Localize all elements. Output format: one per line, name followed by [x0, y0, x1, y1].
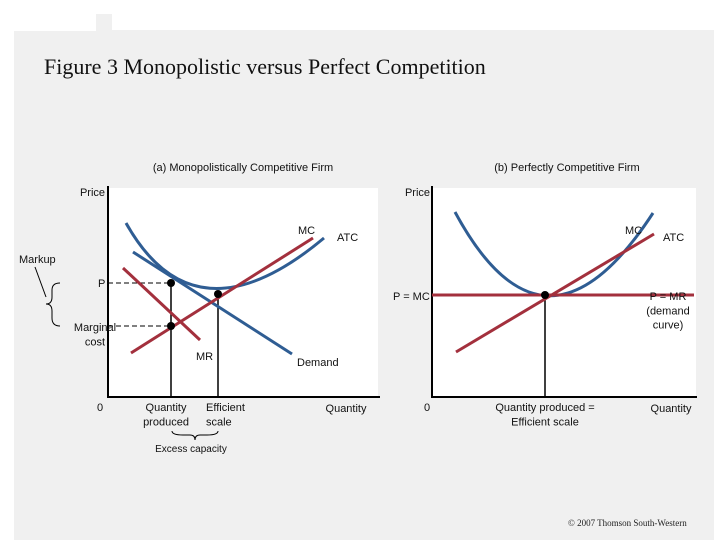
figure-title: Figure 3 Monopolistic versus Perfect Com…: [44, 54, 486, 79]
panel-a-y-axis-label: Price: [80, 187, 105, 199]
panel-b-title: (b) Perfectly Competitive Firm: [494, 162, 639, 174]
panel-a-mr-curve: [121, 266, 202, 342]
panel-a-efficient-point: [214, 290, 222, 298]
panel-a-atc-curve: [124, 222, 325, 290]
copyright-notice: © 2007 Thomson South-Western: [568, 518, 687, 528]
panel-b-equilibrium-point: [541, 291, 549, 299]
panel-b-y-axis-label: Price: [405, 187, 430, 199]
panel-b-origin-label: 0: [424, 402, 430, 414]
panel-a-demand-label: Demand: [297, 357, 339, 369]
panel-a-mc-curve: [130, 236, 314, 355]
efficient-scale-label: Efficient scale: [206, 402, 245, 428]
markup-label: Markup: [19, 254, 56, 266]
panel-a-title: (a) Monopolistically Competitive Firm: [153, 162, 333, 174]
panel-a-mc-point: [167, 322, 175, 330]
excess-capacity-brace: [171, 430, 219, 441]
markup-pointer: [34, 266, 47, 298]
panel-b-quantity-label: Quantity produced = Efficient scale: [495, 402, 594, 428]
panel-a-origin-label: 0: [97, 402, 103, 414]
panel-b-plot-area: [432, 188, 696, 397]
panel-a-mr-label: MR: [196, 351, 213, 363]
panel-b-atc-label: ATC: [663, 232, 684, 244]
panel-b-mc-curve: [455, 232, 655, 354]
panel-a-mc-label: MC: [298, 225, 315, 237]
panel-a-price-label: P: [98, 278, 105, 290]
excess-capacity-label: Excess capacity: [155, 444, 227, 455]
marginal-cost-label: Marginal cost: [74, 322, 116, 348]
panel-b-x-axis-label: Quantity: [651, 403, 692, 415]
panel-b-price-line-label: P = MC: [393, 291, 430, 303]
panel-a-price-point: [167, 279, 175, 287]
panel-b-demand-label: P = MR (demand curve): [646, 291, 689, 332]
panel-b-mc-label: MC: [625, 225, 642, 237]
quantity-produced-label: Quantity produced: [143, 402, 189, 428]
panel-a-plot-area: [108, 188, 378, 397]
markup-brace: [45, 282, 61, 327]
panel-a-atc-label: ATC: [337, 232, 358, 244]
panel-a-x-axis-label: Quantity: [326, 403, 367, 415]
